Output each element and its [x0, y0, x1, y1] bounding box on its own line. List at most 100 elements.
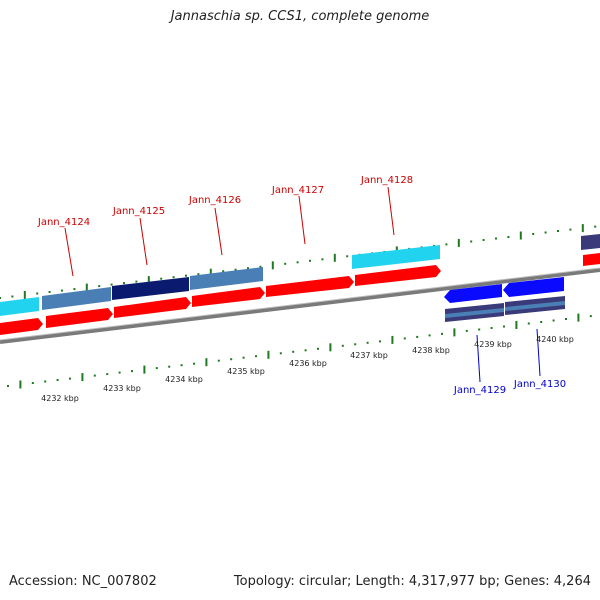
minor-tick	[296, 261, 299, 264]
minor-tick	[379, 340, 381, 343]
gene-block[interactable]	[112, 277, 189, 300]
minor-tick	[185, 274, 187, 277]
minor-tick	[428, 334, 431, 337]
minor-tick	[416, 335, 419, 338]
minor-tick	[465, 329, 468, 332]
ruler-label: 4237 kbp	[350, 351, 388, 360]
minor-tick	[98, 285, 101, 288]
minor-tick	[110, 283, 113, 286]
minor-tick	[131, 370, 133, 373]
minor-tick	[470, 240, 473, 243]
cds-arrow[interactable]	[583, 253, 600, 266]
cds-arrow[interactable]	[0, 318, 43, 335]
minor-tick	[441, 332, 443, 335]
leader-line	[536, 328, 541, 377]
major-tick	[209, 268, 212, 277]
major-tick	[147, 276, 150, 285]
major-tick	[23, 291, 26, 299]
major-tick	[581, 224, 584, 233]
ruler-label: 4239 kbp	[474, 340, 512, 349]
minor-tick	[73, 288, 76, 291]
minor-tick	[279, 352, 282, 355]
gene-block[interactable]	[42, 287, 111, 310]
minor-tick	[172, 276, 175, 279]
major-tick	[85, 283, 88, 292]
cds-arrow[interactable]	[266, 276, 354, 297]
minor-tick	[259, 265, 262, 268]
minor-tick	[503, 325, 505, 328]
minor-tick	[160, 277, 163, 280]
minor-tick	[44, 380, 47, 383]
genome-backbone-highlight	[0, 267, 600, 341]
cds-arrow[interactable]	[114, 297, 191, 318]
major-tick	[81, 373, 84, 382]
label-leaders	[64, 186, 395, 277]
ruler-label: 4234 kbp	[165, 375, 203, 384]
ruler-label: 4235 kbp	[227, 367, 265, 376]
minor-tick	[48, 291, 51, 293]
minor-tick	[197, 273, 200, 276]
major-tick	[267, 350, 270, 359]
major-tick	[19, 380, 22, 389]
minor-tick	[482, 239, 485, 241]
gene-label[interactable]: Jann_4127	[271, 185, 324, 196]
ruler-label: 4236 kbp	[289, 359, 327, 368]
gene-label[interactable]: Jann_4129	[453, 385, 506, 396]
minor-tick	[565, 318, 567, 320]
reverse-cds-track	[444, 277, 564, 303]
cds-arrow[interactable]	[355, 265, 441, 286]
minor-tick	[490, 327, 493, 329]
minor-tick	[557, 230, 559, 232]
major-tick	[143, 365, 146, 374]
gene-label[interactable]: Jann_4130	[513, 379, 566, 390]
leader-line	[476, 334, 481, 383]
minor-tick	[217, 359, 220, 362]
minor-tick	[69, 377, 71, 380]
gene-labels: Jann_4124 Jann_4125 Jann_4126 Jann_4127 …	[37, 175, 413, 228]
forward-gene-track	[0, 234, 600, 316]
cds-arrow-reverse[interactable]	[444, 284, 502, 303]
major-tick	[457, 238, 460, 247]
minor-tick	[304, 349, 307, 352]
gene-label[interactable]: Jann_4124	[37, 217, 90, 228]
genome-stats-text: Topology: circular; Length: 4,317,977 bp…	[233, 574, 591, 589]
cds-arrow[interactable]	[46, 308, 113, 328]
gene-label[interactable]: Jann_4128	[360, 175, 413, 186]
minor-tick	[292, 350, 295, 353]
genome-backbone	[0, 268, 600, 344]
minor-tick	[495, 237, 497, 240]
minor-tick	[478, 328, 481, 331]
cds-arrow-reverse[interactable]	[503, 277, 564, 297]
major-tick	[453, 328, 456, 337]
gene-block[interactable]	[352, 245, 440, 269]
leader-line	[387, 186, 395, 236]
gene-block[interactable]	[0, 297, 39, 316]
minor-tick	[168, 365, 171, 368]
minor-tick	[507, 236, 510, 238]
minor-tick	[445, 243, 448, 246]
cds-arrow[interactable]	[192, 287, 265, 307]
minor-tick	[222, 270, 225, 273]
minor-tick	[341, 344, 344, 347]
lower-tick-track	[7, 313, 592, 389]
minor-tick	[234, 268, 237, 271]
ruler-labels: 4232 kbp 4233 kbp 4234 kbp 4235 kbp 4236…	[41, 335, 574, 403]
major-tick	[271, 261, 274, 270]
gene-block[interactable]	[581, 234, 600, 250]
gene-label[interactable]: Jann_4125	[112, 206, 165, 217]
gene-block-overlay	[505, 301, 565, 311]
minor-tick	[106, 373, 109, 376]
map-title: Jannaschia sp. CCS1, complete genome	[170, 9, 430, 24]
gene-block[interactable]	[190, 267, 263, 290]
gene-label[interactable]: Jann_4126	[188, 195, 241, 206]
minor-tick	[180, 364, 183, 367]
minor-tick	[242, 356, 245, 359]
minor-tick	[93, 374, 96, 377]
minor-tick	[7, 385, 9, 387]
minor-tick	[594, 225, 597, 228]
leader-line	[298, 195, 306, 245]
label-leaders-reverse	[476, 328, 541, 383]
leader-line	[214, 207, 223, 256]
major-tick	[205, 358, 208, 367]
